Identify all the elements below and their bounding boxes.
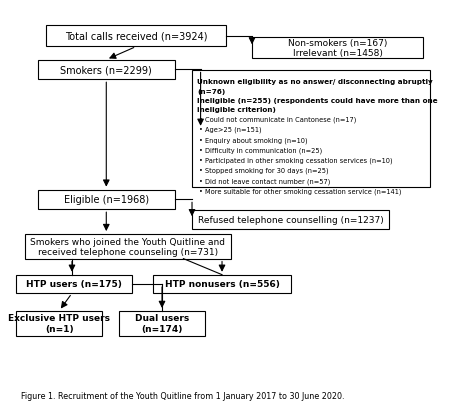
FancyBboxPatch shape — [192, 211, 389, 229]
Text: Smokers (n=2299): Smokers (n=2299) — [60, 65, 152, 75]
Text: • Did not leave contact number (n=57): • Did not leave contact number (n=57) — [199, 178, 331, 184]
Text: • Enquiry about smoking (n=10): • Enquiry about smoking (n=10) — [199, 137, 308, 143]
FancyBboxPatch shape — [192, 71, 430, 188]
Text: Non-smokers (n=167)
Irrelevant (n=1458): Non-smokers (n=167) Irrelevant (n=1458) — [288, 38, 387, 58]
Text: (n=76): (n=76) — [197, 89, 226, 95]
Text: Dual users
(n=174): Dual users (n=174) — [135, 314, 189, 333]
FancyBboxPatch shape — [46, 26, 226, 47]
FancyBboxPatch shape — [154, 275, 291, 294]
Text: • Participated in other smoking cessation services (n=10): • Participated in other smoking cessatio… — [199, 157, 393, 164]
Text: Unknown eligibility as no answer/ disconnecting abruptly: Unknown eligibility as no answer/ discon… — [197, 78, 433, 85]
Text: Refused telephone counselling (n=1237): Refused telephone counselling (n=1237) — [198, 215, 383, 224]
FancyBboxPatch shape — [16, 275, 132, 294]
FancyBboxPatch shape — [119, 311, 205, 336]
Text: HTP nonusers (n=556): HTP nonusers (n=556) — [164, 280, 280, 289]
Text: Total calls received (n=3924): Total calls received (n=3924) — [65, 32, 208, 42]
Text: • Could not communicate in Cantonese (n=17): • Could not communicate in Cantonese (n=… — [199, 116, 356, 123]
FancyBboxPatch shape — [25, 235, 230, 259]
Text: Smokers who joined the Youth Quitline and
received telephone counseling (n=731): Smokers who joined the Youth Quitline an… — [30, 237, 225, 256]
FancyBboxPatch shape — [38, 60, 175, 80]
Text: Exclusive HTP users
(n=1): Exclusive HTP users (n=1) — [8, 314, 110, 333]
Text: • More suitable for other smoking cessation service (n=141): • More suitable for other smoking cessat… — [199, 188, 402, 195]
FancyBboxPatch shape — [38, 190, 175, 210]
Text: • Stopped smoking for 30 days (n=25): • Stopped smoking for 30 days (n=25) — [199, 168, 329, 174]
FancyBboxPatch shape — [16, 311, 102, 336]
Text: Figure 1. Recruitment of the Youth Quitline from 1 January 2017 to 30 June 2020.: Figure 1. Recruitment of the Youth Quitl… — [20, 391, 344, 400]
Text: Eligible (n=1968): Eligible (n=1968) — [64, 195, 149, 205]
Text: • Difficulty in communication (n=25): • Difficulty in communication (n=25) — [199, 147, 322, 154]
Text: HTP users (n=175): HTP users (n=175) — [26, 280, 122, 289]
Text: Ineligible (n=255) (respondents could have more than one: Ineligible (n=255) (respondents could ha… — [197, 98, 438, 104]
FancyBboxPatch shape — [252, 38, 423, 59]
Text: ineligible criterion): ineligible criterion) — [197, 107, 276, 112]
Text: • Age>25 (n=151): • Age>25 (n=151) — [199, 126, 262, 133]
